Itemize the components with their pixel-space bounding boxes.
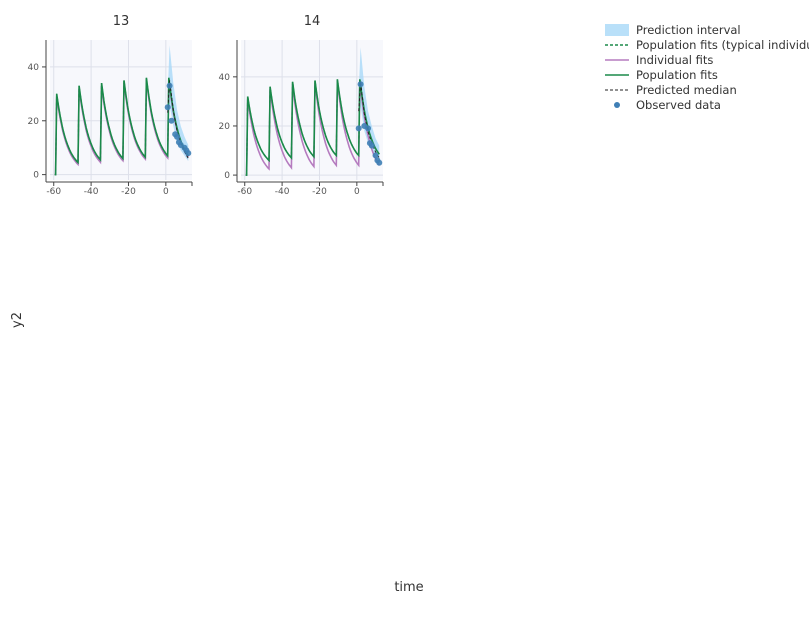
legend-label-population_typical: Population fits (typical individual): [636, 38, 809, 52]
observed-point: [357, 81, 364, 88]
x-tick-label: 0: [354, 187, 360, 197]
y-tick-label: 20: [28, 117, 40, 127]
observed-point: [376, 159, 383, 166]
panel-13: -60 -40 -20 0 0 20 40 13: [28, 14, 193, 197]
x-tick-label: -40: [84, 187, 99, 197]
y-tick-label: 0: [33, 171, 39, 181]
legend-label-observed: Observed data: [636, 98, 721, 112]
legend-swatch-observed: [614, 102, 620, 108]
x-tick-label: -60: [237, 187, 252, 197]
y-tick-label: 40: [28, 63, 40, 73]
individual-fits-line: [245, 81, 380, 176]
panel-title: 13: [113, 14, 130, 29]
panel-title: 14: [304, 14, 321, 29]
x-tick-label: -40: [275, 187, 290, 197]
legend-swatch-prediction_interval: [605, 24, 629, 36]
observed-point: [166, 82, 173, 89]
observed-point: [365, 125, 372, 132]
observed-point: [168, 117, 175, 124]
y-tick-label: 40: [219, 73, 231, 83]
population-typical-line: [54, 77, 189, 176]
x-tick-label: -20: [121, 187, 136, 197]
panel-14: -60 -40 -20 0 0 20 40 14: [219, 14, 384, 197]
observed-point: [372, 152, 379, 159]
legend-label-predicted_median: Predicted median: [636, 83, 737, 97]
observed-point: [355, 125, 362, 132]
observed-point: [368, 142, 375, 149]
x-axis-title: time: [394, 580, 423, 595]
x-tick-label: -20: [312, 187, 327, 197]
observed-point: [174, 133, 181, 140]
x-tick-label: -60: [46, 187, 61, 197]
y-tick-label: 20: [219, 122, 231, 132]
observed-point: [164, 104, 171, 111]
population-typical-line: [245, 79, 380, 176]
predicted-median-line: [358, 81, 380, 159]
y-axis-title: y2: [10, 312, 25, 328]
legend-label-population_fits: Population fits: [636, 68, 718, 82]
legend-label-prediction_interval: Prediction interval: [636, 23, 741, 37]
x-tick-label: 0: [163, 187, 169, 197]
y-tick-label: 0: [224, 171, 230, 181]
legend-label-individual_fits: Individual fits: [636, 53, 713, 67]
individual-fits-line: [54, 80, 189, 176]
observed-point: [185, 150, 192, 157]
